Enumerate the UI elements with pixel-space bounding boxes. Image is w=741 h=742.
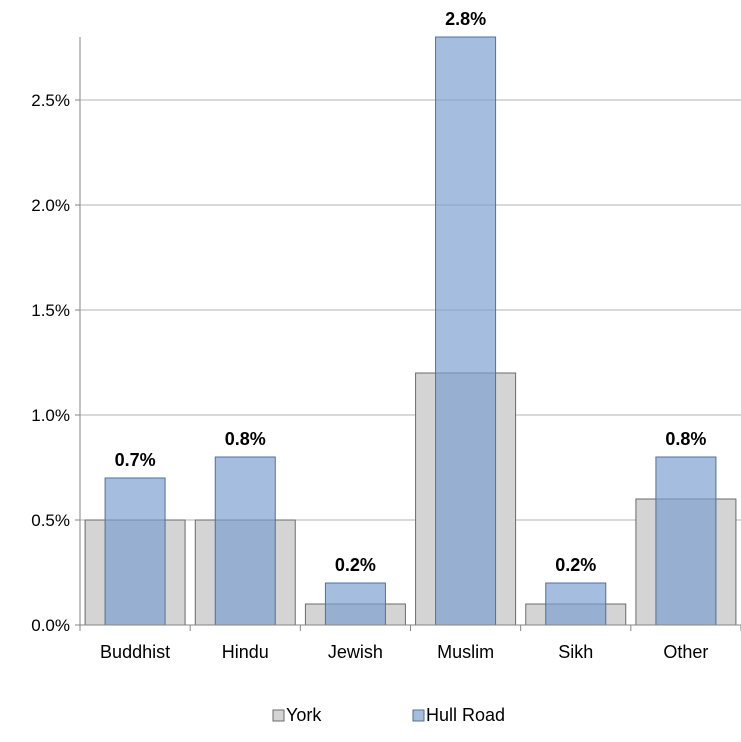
hull-road-bars (104, 36, 717, 626)
bar-hull-road-buddhist (104, 477, 166, 626)
x-tick-label-hindu: Hindu (222, 642, 269, 662)
legend-swatch-york (272, 709, 285, 722)
y-tick-label: 2.5% (31, 91, 70, 110)
data-label-other: 0.8% (665, 429, 706, 449)
x-axis-category-labels: Buddhist Hindu Jewish Muslim Sikh Other (100, 642, 708, 662)
y-tick-label: 2.0% (31, 196, 70, 215)
x-tick-label-other: Other (663, 642, 708, 662)
bar-hull-road-sikh (545, 582, 607, 626)
y-tick-label: 1.0% (31, 406, 70, 425)
legend: York Hull Road (272, 705, 505, 725)
x-tick-label-jewish: Jewish (328, 642, 383, 662)
y-tick-label: 0.5% (31, 511, 70, 530)
data-labels: 0.7% 0.8% 0.2% 2.8% 0.2% 0.8% (115, 9, 707, 575)
data-label-buddhist: 0.7% (115, 450, 156, 470)
data-label-sikh: 0.2% (555, 555, 596, 575)
legend-label-york: York (286, 705, 322, 725)
y-tick-label: 1.5% (31, 301, 70, 320)
york-bars (84, 372, 737, 626)
x-tick-label-buddhist: Buddhist (100, 642, 170, 662)
y-axis-tick-labels: 0.0% 0.5% 1.0% 1.5% 2.0% 2.5% (31, 91, 70, 635)
bar-hull-road-hindu (214, 456, 276, 626)
x-tick-label-sikh: Sikh (558, 642, 593, 662)
data-label-jewish: 0.2% (335, 555, 376, 575)
axes (75, 37, 741, 631)
x-tick-label-muslim: Muslim (437, 642, 494, 662)
bar-hull-road-jewish (324, 582, 386, 626)
y-tick-label: 0.0% (31, 616, 70, 635)
y-gridlines (80, 99, 741, 521)
bar-hull-road-other (655, 456, 717, 626)
legend-label-hull-road: Hull Road (426, 705, 505, 725)
data-label-hindu: 0.8% (225, 429, 266, 449)
data-label-muslim: 2.8% (445, 9, 486, 29)
bar-hull-road-muslim (435, 36, 497, 626)
legend-swatch-hull-road (412, 709, 425, 722)
